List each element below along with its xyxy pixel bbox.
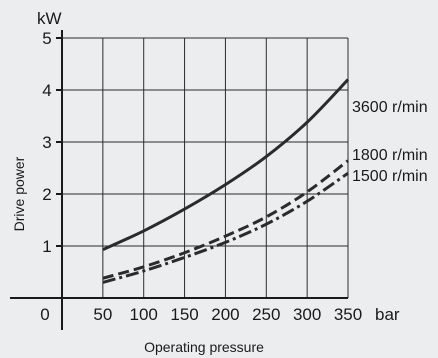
y-tick-label-5: 5 [42,29,51,48]
labels: kW bar Operating pressure Drive power 0 5… [11,9,428,355]
series-label-1: 1800 r/min [352,147,428,164]
x-tick-label-50: 50 [93,305,112,324]
series-lines [102,78,350,284]
x-unit-label: bar [375,305,400,324]
x-tick-label-350: 350 [334,305,362,324]
y-axis-title: Drive power [11,156,27,231]
x-tick-label-200: 200 [211,305,239,324]
x-axis-title: Operating pressure [144,339,264,355]
series-label-2: 1500 r/min [352,168,428,185]
x-tick-label-0: 0 [40,305,49,324]
y-unit-label: kW [37,9,62,28]
x-tick-label-250: 250 [252,305,280,324]
x-tick-label-150: 150 [170,305,198,324]
grid [62,37,349,298]
y-tick-label-3: 3 [42,133,51,152]
x-tick-label-300: 300 [293,305,321,324]
series-label-0: 3600 r/min [352,99,428,116]
axes [10,30,348,330]
y-tick-label-2: 2 [42,185,51,204]
series-line-1 [102,159,349,280]
y-tick-label-1: 1 [42,237,51,256]
series-line-0 [102,78,350,252]
y-tick-label-4: 4 [42,81,51,100]
series-line-2 [102,171,349,284]
x-tick-label-100: 100 [130,305,158,324]
